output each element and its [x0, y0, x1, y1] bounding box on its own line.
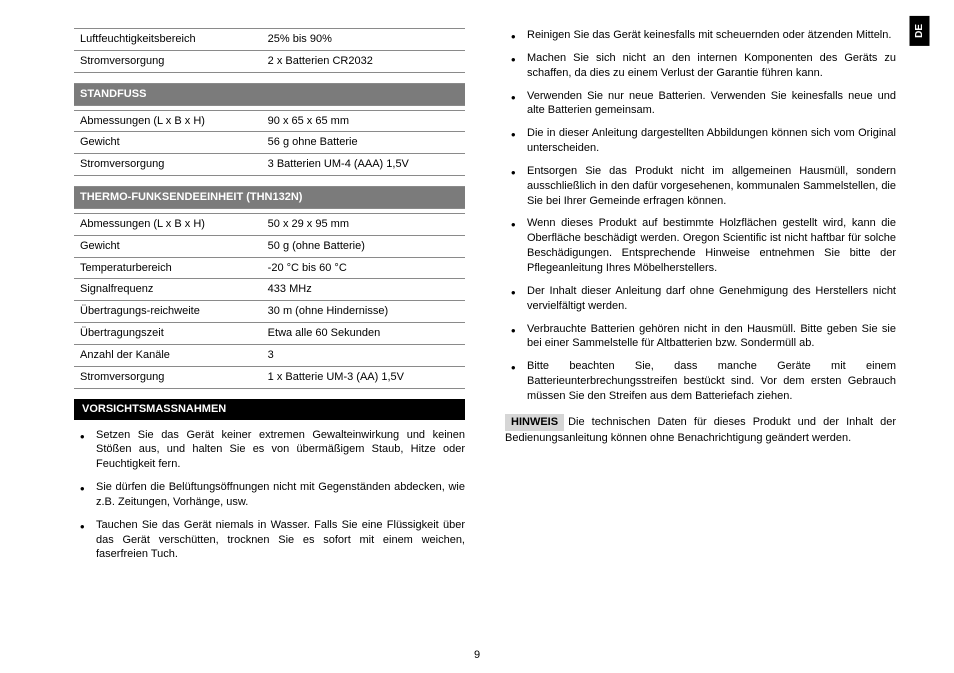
cell: Übertragungs-reichweite	[74, 301, 262, 323]
cell: Abmessungen (L x B x H)	[74, 110, 262, 132]
cell: 1 x Batterie UM-3 (AA) 1,5V	[262, 366, 465, 388]
list-item: Sie dürfen die Belüftungsöffnungen nicht…	[96, 480, 465, 510]
cell: Anzahl der Kanäle	[74, 344, 262, 366]
cell: Gewicht	[74, 132, 262, 154]
right-column: Reinigen Sie das Gerät keinesfalls mit s…	[505, 28, 896, 570]
hinweis-label: HINWEIS	[505, 414, 564, 431]
cell: Stromversorgung	[74, 50, 262, 72]
cell: 25% bis 90%	[262, 29, 465, 51]
cell: 3 Batterien UM-4 (AAA) 1,5V	[262, 154, 465, 176]
section-title-precautions: VORSICHTSMASSNAHMEN	[74, 399, 465, 420]
list-item: Entsorgen Sie das Produkt nicht im allge…	[527, 164, 896, 209]
cell: Abmessungen (L x B x H)	[74, 213, 262, 235]
list-item: Wenn dieses Produkt auf bestimmte Holzfl…	[527, 216, 896, 275]
cell: Signalfrequenz	[74, 279, 262, 301]
cell: 50 g (ohne Batterie)	[262, 235, 465, 257]
table-row: Signalfrequenz433 MHz	[74, 279, 465, 301]
cell: Temperaturbereich	[74, 257, 262, 279]
spec-table-top: Luftfeuchtigkeitsbereich25% bis 90% Stro…	[74, 28, 465, 73]
cell: -20 °C bis 60 °C	[262, 257, 465, 279]
table-row: Gewicht56 g ohne Batterie	[74, 132, 465, 154]
table-row: Temperaturbereich-20 °C bis 60 °C	[74, 257, 465, 279]
list-item: Setzen Sie das Gerät keiner extremen Gew…	[96, 428, 465, 473]
cell: 90 x 65 x 65 mm	[262, 110, 465, 132]
page-columns: Luftfeuchtigkeitsbereich25% bis 90% Stro…	[74, 28, 896, 570]
cell: Übertragungszeit	[74, 323, 262, 345]
table-row: Übertragungs-reichweite30 m (ohne Hinder…	[74, 301, 465, 323]
list-item: Machen Sie sich nicht an den internen Ko…	[527, 51, 896, 81]
section-title-thermo: THERMO-FUNKSENDEEINHEIT (THN132N)	[74, 186, 465, 209]
list-item: Verwenden Sie nur neue Batterien. Verwen…	[527, 89, 896, 119]
table-row: Anzahl der Kanäle3	[74, 344, 465, 366]
cell: 30 m (ohne Hindernisse)	[262, 301, 465, 323]
section-title-standfuss: STANDFUSS	[74, 83, 465, 106]
precautions-list-right: Reinigen Sie das Gerät keinesfalls mit s…	[505, 28, 896, 404]
list-item: Der Inhalt dieser Anleitung darf ohne Ge…	[527, 284, 896, 314]
table-row: Gewicht50 g (ohne Batterie)	[74, 235, 465, 257]
table-row: Luftfeuchtigkeitsbereich25% bis 90%	[74, 29, 465, 51]
cell: Stromversorgung	[74, 154, 262, 176]
left-column: Luftfeuchtigkeitsbereich25% bis 90% Stro…	[74, 28, 465, 570]
table-row: Stromversorgung2 x Batterien CR2032	[74, 50, 465, 72]
page-number: 9	[474, 648, 480, 663]
list-item: Reinigen Sie das Gerät keinesfalls mit s…	[527, 28, 896, 43]
list-item: Verbrauchte Batterien gehören nicht in d…	[527, 322, 896, 352]
table-row: Abmessungen (L x B x H)90 x 65 x 65 mm	[74, 110, 465, 132]
cell: Luftfeuchtigkeitsbereich	[74, 29, 262, 51]
hinweis-paragraph: HINWEISDie technischen Daten für dieses …	[505, 414, 896, 446]
cell: 50 x 29 x 95 mm	[262, 213, 465, 235]
language-tab: DE	[910, 16, 930, 46]
table-row: Stromversorgung3 Batterien UM-4 (AAA) 1,…	[74, 154, 465, 176]
spec-table-thermo: Abmessungen (L x B x H)50 x 29 x 95 mm G…	[74, 213, 465, 389]
cell: 433 MHz	[262, 279, 465, 301]
spec-table-standfuss: Abmessungen (L x B x H)90 x 65 x 65 mm G…	[74, 110, 465, 177]
cell: 56 g ohne Batterie	[262, 132, 465, 154]
cell: Gewicht	[74, 235, 262, 257]
table-row: Abmessungen (L x B x H)50 x 29 x 95 mm	[74, 213, 465, 235]
cell: 3	[262, 344, 465, 366]
table-row: Stromversorgung1 x Batterie UM-3 (AA) 1,…	[74, 366, 465, 388]
cell: Stromversorgung	[74, 366, 262, 388]
precautions-list-left: Setzen Sie das Gerät keiner extremen Gew…	[74, 428, 465, 563]
cell: Etwa alle 60 Sekunden	[262, 323, 465, 345]
list-item: Bitte beachten Sie, dass manche Geräte m…	[527, 359, 896, 404]
cell: 2 x Batterien CR2032	[262, 50, 465, 72]
list-item: Tauchen Sie das Gerät niemals in Wasser.…	[96, 518, 465, 563]
table-row: ÜbertragungszeitEtwa alle 60 Sekunden	[74, 323, 465, 345]
list-item: Die in dieser Anleitung dargestellten Ab…	[527, 126, 896, 156]
